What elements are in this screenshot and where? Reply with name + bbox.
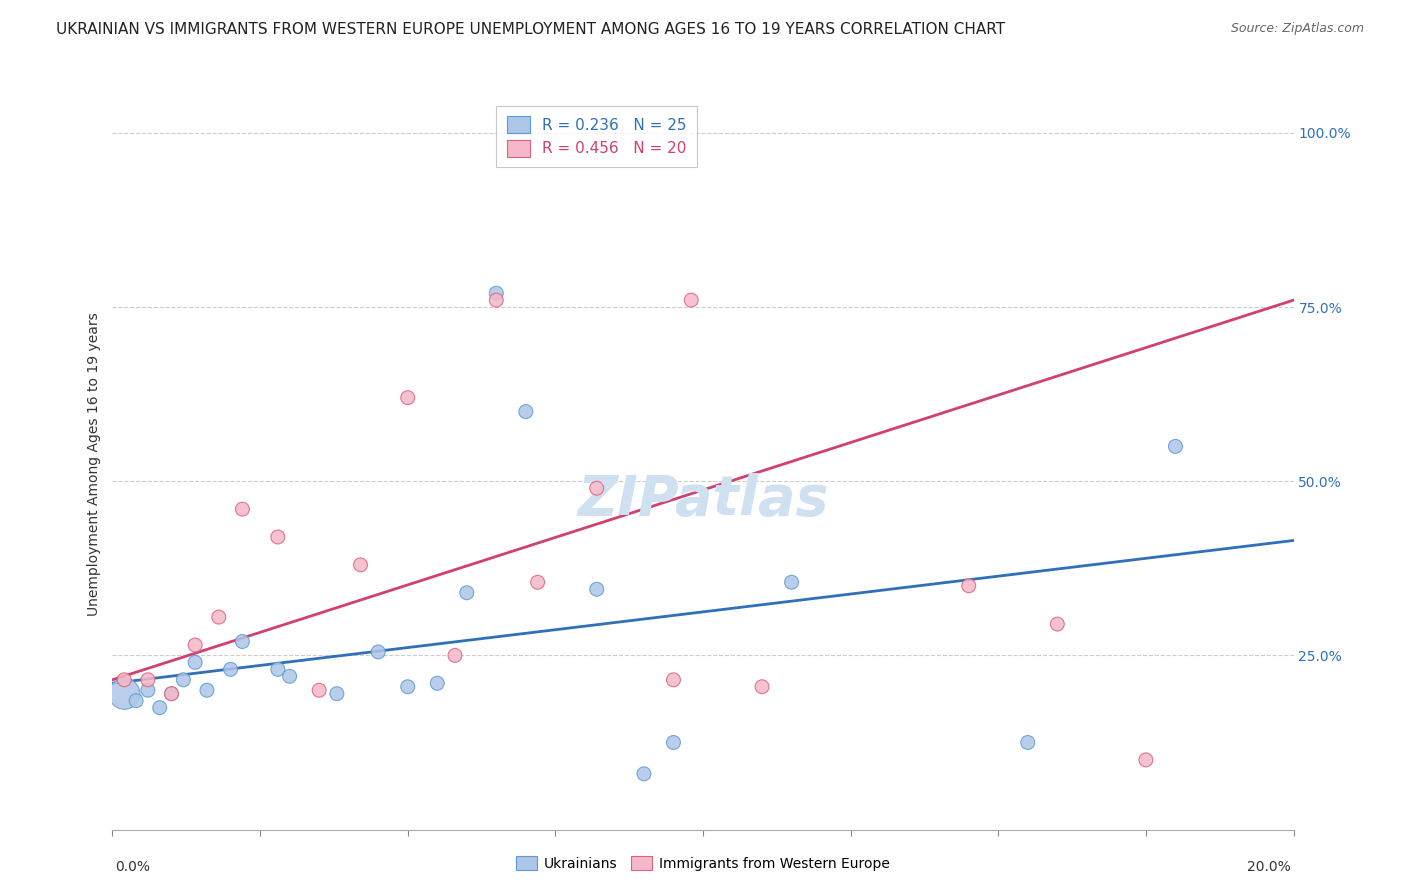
Point xyxy=(485,286,508,301)
Point xyxy=(396,391,419,405)
Point xyxy=(308,683,330,698)
Point xyxy=(149,700,172,714)
Point xyxy=(278,669,301,683)
Point xyxy=(751,680,773,694)
Point xyxy=(633,767,655,781)
Point xyxy=(267,662,290,676)
Point xyxy=(1017,735,1039,749)
Point xyxy=(585,481,607,495)
Point xyxy=(267,530,290,544)
Point xyxy=(326,687,349,701)
Point xyxy=(662,735,685,749)
Point xyxy=(1135,753,1157,767)
Y-axis label: Unemployment Among Ages 16 to 19 years: Unemployment Among Ages 16 to 19 years xyxy=(87,312,101,615)
Point xyxy=(112,673,135,687)
Text: ZIPatlas: ZIPatlas xyxy=(578,474,828,527)
Point xyxy=(136,673,159,687)
Point xyxy=(780,575,803,590)
Point xyxy=(160,687,183,701)
Point xyxy=(219,662,242,676)
Point xyxy=(515,404,537,418)
Point xyxy=(172,673,194,687)
Point xyxy=(125,694,148,708)
Point xyxy=(1046,617,1069,632)
Point xyxy=(1164,439,1187,453)
Legend: Ukrainians, Immigrants from Western Europe: Ukrainians, Immigrants from Western Euro… xyxy=(510,850,896,876)
Point xyxy=(485,293,508,307)
Point xyxy=(585,582,607,597)
Text: 20.0%: 20.0% xyxy=(1247,860,1291,874)
Point xyxy=(195,683,218,698)
Point xyxy=(681,293,703,307)
Point xyxy=(231,634,253,648)
Point xyxy=(396,680,419,694)
Text: 0.0%: 0.0% xyxy=(115,860,150,874)
Text: Source: ZipAtlas.com: Source: ZipAtlas.com xyxy=(1230,22,1364,36)
Point xyxy=(112,687,135,701)
Point xyxy=(184,656,207,670)
Point xyxy=(184,638,207,652)
Point xyxy=(526,575,548,590)
Point xyxy=(456,585,478,599)
Legend: R = 0.236   N = 25, R = 0.456   N = 20: R = 0.236 N = 25, R = 0.456 N = 20 xyxy=(496,106,697,168)
Point xyxy=(426,676,449,690)
Point xyxy=(662,673,685,687)
Point xyxy=(957,579,980,593)
Point xyxy=(231,502,253,516)
Point xyxy=(160,687,183,701)
Point xyxy=(136,683,159,698)
Point xyxy=(367,645,389,659)
Text: UKRAINIAN VS IMMIGRANTS FROM WESTERN EUROPE UNEMPLOYMENT AMONG AGES 16 TO 19 YEA: UKRAINIAN VS IMMIGRANTS FROM WESTERN EUR… xyxy=(56,22,1005,37)
Point xyxy=(349,558,371,572)
Point xyxy=(444,648,467,663)
Point xyxy=(208,610,231,624)
